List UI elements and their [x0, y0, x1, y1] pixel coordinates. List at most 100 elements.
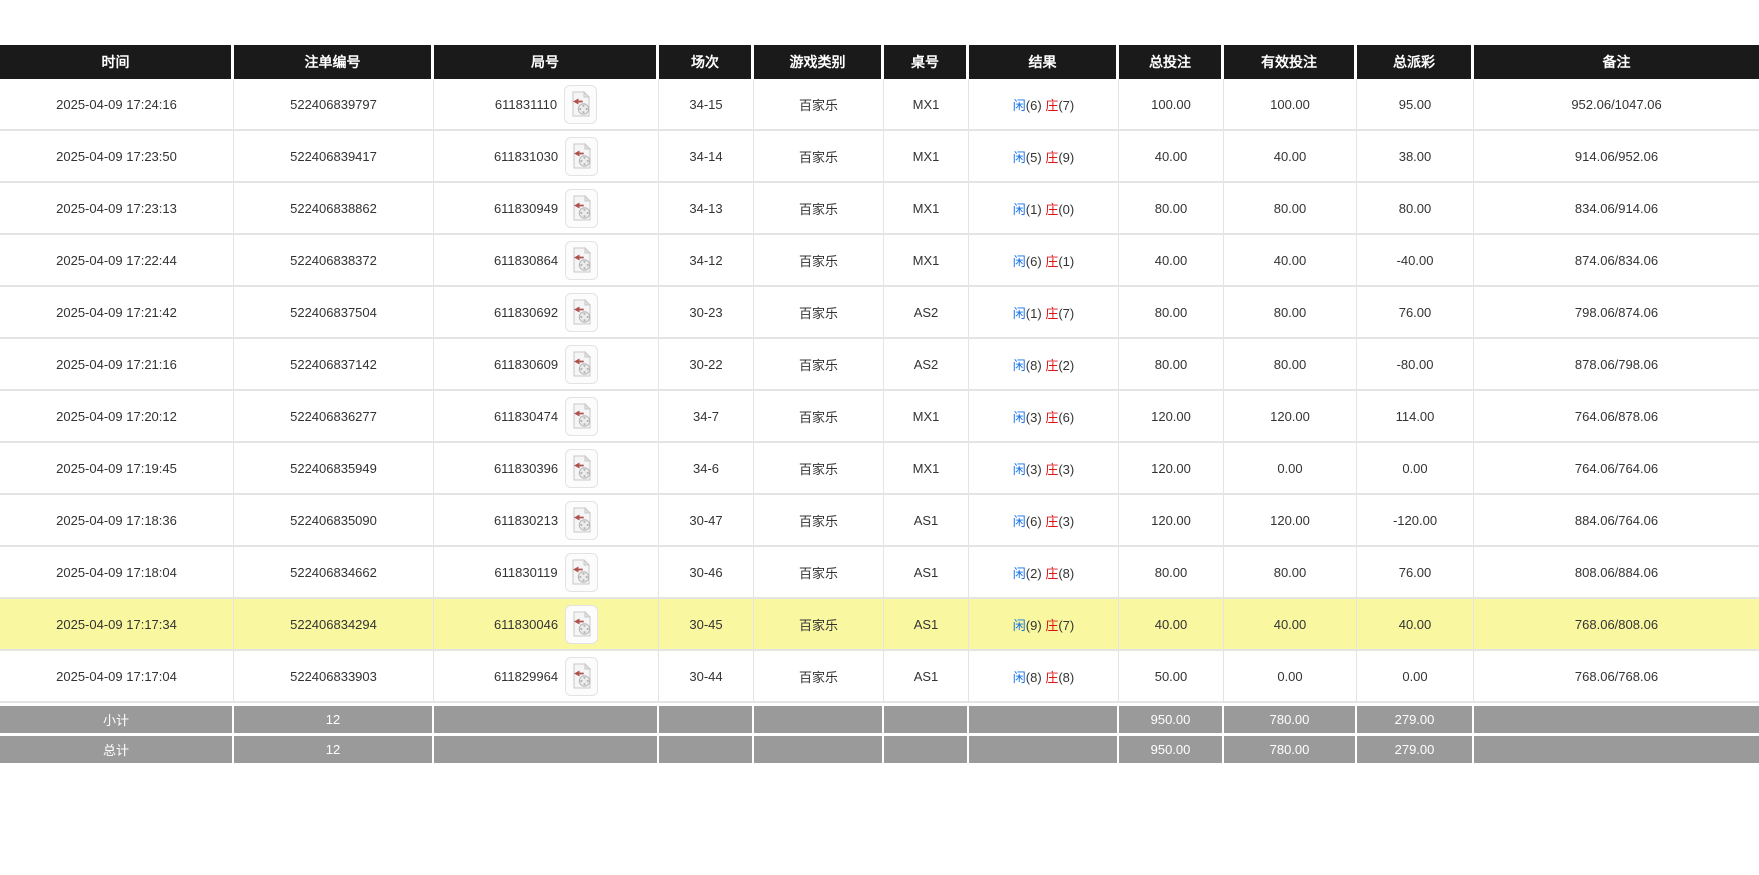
video-replay-button[interactable] — [565, 240, 599, 280]
video-replay-button[interactable] — [564, 84, 598, 124]
video-replay-button[interactable] — [565, 344, 599, 384]
game-type-cell: 百家乐 — [754, 391, 884, 443]
table-row: 2025-04-09 17:19:45 522406835949 6118303… — [0, 443, 1759, 495]
session-cell: 34-7 — [659, 391, 754, 443]
video-replay-button[interactable] — [565, 604, 599, 644]
banker-result-label: 庄 — [1045, 669, 1059, 685]
player-result-label: 闲 — [1012, 513, 1026, 529]
time-cell: 2025-04-09 17:18:04 — [0, 547, 234, 599]
bet-number-cell: 522406834294 — [234, 599, 434, 651]
grand-total-total-payout: 279.00 — [1357, 733, 1474, 763]
round-number: 611830046 — [493, 616, 559, 632]
video-file-icon — [572, 91, 590, 117]
table-number-cell: AS1 — [884, 651, 969, 703]
valid-bet-cell: 120.00 — [1224, 391, 1357, 443]
session-cell: 34-15 — [659, 79, 754, 131]
remark-cell: 808.06/884.06 — [1474, 547, 1759, 599]
subtotal-valid-bet: 780.00 — [1224, 703, 1357, 733]
result-cell: 闲(1) 庄(0) — [969, 183, 1119, 235]
table-body: 2025-04-09 17:24:16 522406839797 6118311… — [0, 79, 1759, 703]
session-cell: 34-14 — [659, 131, 754, 183]
grand-total-empty-cell — [434, 733, 659, 763]
subtotal-empty-cell — [1474, 703, 1759, 733]
video-replay-button[interactable] — [564, 552, 598, 592]
grand-total-empty-cell — [659, 733, 754, 763]
session-cell: 30-44 — [659, 651, 754, 703]
banker-result-score: (6) — [1058, 409, 1075, 425]
video-replay-button[interactable] — [565, 500, 599, 540]
round-number: 611831030 — [493, 148, 559, 164]
grand-total-total-bet: 950.00 — [1119, 733, 1224, 763]
player-result-label: 闲 — [1012, 97, 1026, 113]
subtotal-empty-cell — [754, 703, 884, 733]
round-number-cell: 611830213 — [434, 495, 659, 547]
player-result-score: (8) — [1025, 357, 1042, 373]
subtotal-empty-cell — [434, 703, 659, 733]
player-result-label: 闲 — [1012, 305, 1026, 321]
table-number-cell: MX1 — [884, 183, 969, 235]
result-cell: 闲(8) 庄(2) — [969, 339, 1119, 391]
total-bet-cell: 80.00 — [1119, 183, 1224, 235]
total-bet-cell: 80.00 — [1119, 547, 1224, 599]
valid-bet-cell: 0.00 — [1224, 443, 1357, 495]
banker-result-label: 庄 — [1045, 565, 1059, 581]
banker-result-label: 庄 — [1045, 409, 1059, 425]
video-file-icon — [573, 351, 591, 377]
session-cell: 30-45 — [659, 599, 754, 651]
header-total-bet: 总投注 — [1119, 45, 1224, 79]
video-file-icon — [573, 403, 591, 429]
video-replay-button[interactable] — [565, 136, 599, 176]
bet-number-cell: 522406839417 — [234, 131, 434, 183]
valid-bet-cell: 80.00 — [1224, 287, 1357, 339]
total-bet-cell: 100.00 — [1119, 79, 1224, 131]
video-replay-button[interactable] — [565, 656, 599, 696]
remark-cell: 764.06/878.06 — [1474, 391, 1759, 443]
remark-cell: 764.06/764.06 — [1474, 443, 1759, 495]
game-type-cell: 百家乐 — [754, 651, 884, 703]
result-cell: 闲(6) 庄(1) — [969, 235, 1119, 287]
banker-result-score: (7) — [1058, 305, 1075, 321]
header-session: 场次 — [659, 45, 754, 79]
table-number-cell: AS1 — [884, 599, 969, 651]
video-replay-button[interactable] — [565, 396, 599, 436]
total-payout-cell: 0.00 — [1357, 651, 1474, 703]
round-number: 611830864 — [493, 252, 559, 268]
game-type-cell: 百家乐 — [754, 547, 884, 599]
bet-number-cell: 522406839797 — [234, 79, 434, 131]
banker-result-label: 庄 — [1045, 461, 1059, 477]
player-result-score: (9) — [1025, 617, 1042, 633]
remark-cell: 768.06/768.06 — [1474, 651, 1759, 703]
result-cell: 闲(3) 庄(6) — [969, 391, 1119, 443]
table-row: 2025-04-09 17:21:16 522406837142 6118306… — [0, 339, 1759, 391]
bet-number-cell: 522406838862 — [234, 183, 434, 235]
total-bet-cell: 120.00 — [1119, 443, 1224, 495]
grand-total-label: 总计 — [0, 733, 234, 763]
time-cell: 2025-04-09 17:17:04 — [0, 651, 234, 703]
table-row: 2025-04-09 17:18:36 522406835090 6118302… — [0, 495, 1759, 547]
round-number: 611830609 — [493, 356, 559, 372]
bet-number-cell: 522406837142 — [234, 339, 434, 391]
session-cell: 30-22 — [659, 339, 754, 391]
grand-total-empty-cell — [884, 733, 969, 763]
bet-number-cell: 522406837504 — [234, 287, 434, 339]
table-number-cell: MX1 — [884, 79, 969, 131]
total-bet-cell: 80.00 — [1119, 287, 1224, 339]
table-footer: 小计 12 950.00 780.00 279.00 总计 12 950.00 … — [0, 703, 1759, 763]
video-replay-button[interactable] — [565, 448, 599, 488]
video-replay-button[interactable] — [565, 188, 599, 228]
round-number: 611830396 — [493, 460, 559, 476]
table-row: 2025-04-09 17:17:34 522406834294 6118300… — [0, 599, 1759, 651]
game-type-cell: 百家乐 — [754, 183, 884, 235]
remark-cell: 768.06/808.06 — [1474, 599, 1759, 651]
valid-bet-cell: 80.00 — [1224, 339, 1357, 391]
bet-number-cell: 522406835949 — [234, 443, 434, 495]
video-replay-button[interactable] — [565, 292, 599, 332]
banker-result-score: (8) — [1058, 669, 1075, 685]
round-number-cell: 611830119 — [434, 547, 659, 599]
remark-cell: 914.06/952.06 — [1474, 131, 1759, 183]
player-result-score: (2) — [1025, 565, 1042, 581]
valid-bet-cell: 40.00 — [1224, 131, 1357, 183]
remark-cell: 874.06/834.06 — [1474, 235, 1759, 287]
valid-bet-cell: 120.00 — [1224, 495, 1357, 547]
session-cell: 30-47 — [659, 495, 754, 547]
